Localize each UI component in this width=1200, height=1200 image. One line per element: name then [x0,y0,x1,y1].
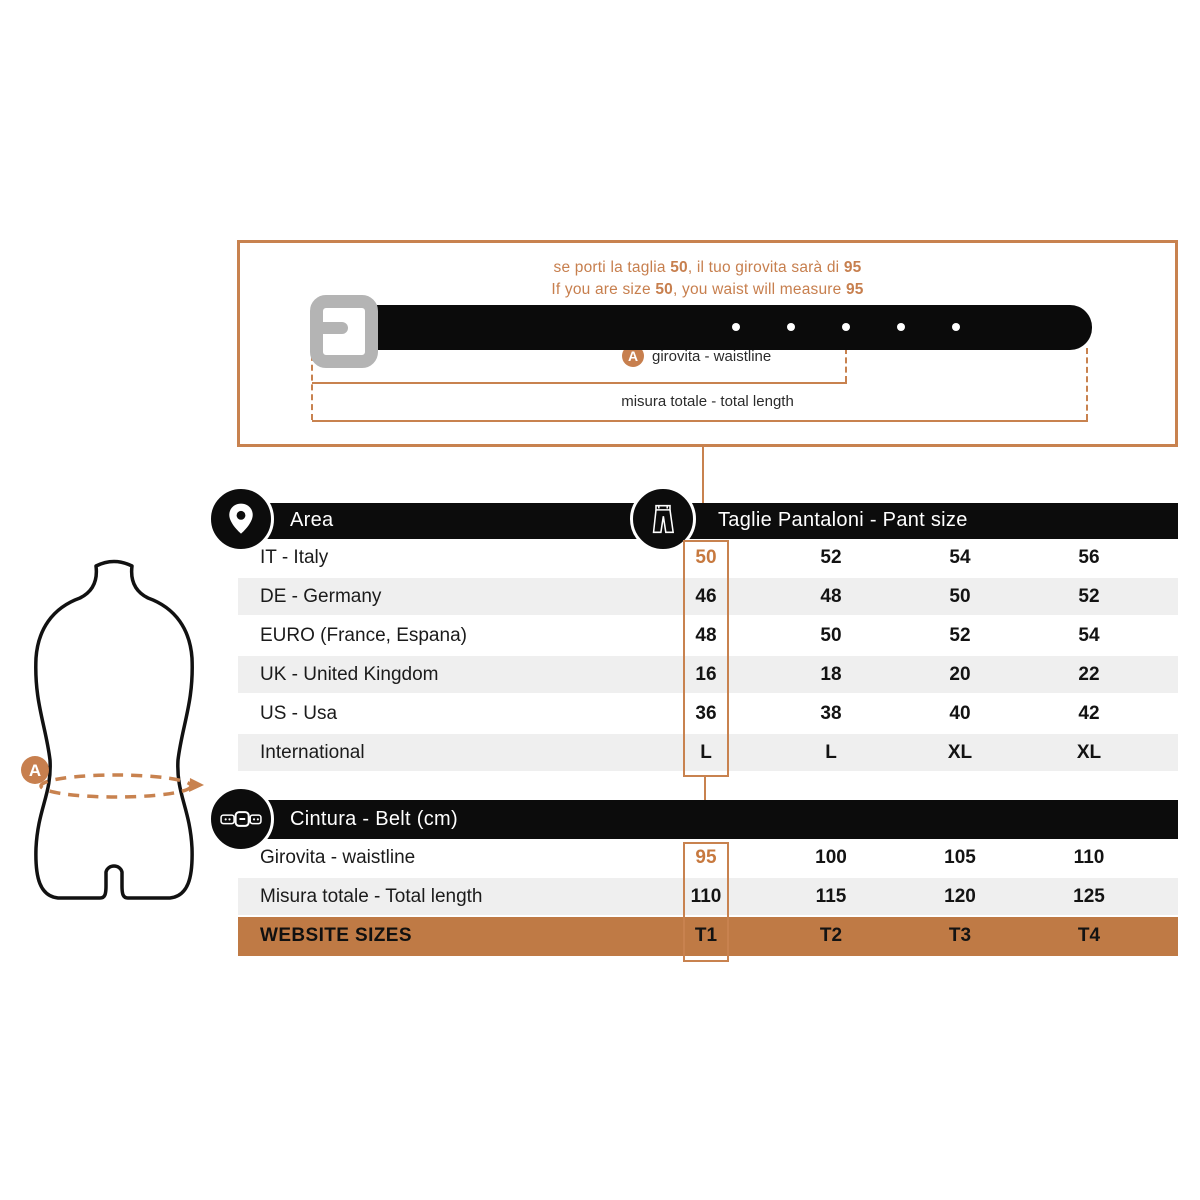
size-cell: 36 [695,703,717,724]
belt-hole [842,323,850,331]
total-length-measure-line [312,420,1088,422]
table-row-total-length: Misura totale - Total length 110 115 120… [238,878,1178,917]
size-cell: 52 [1078,586,1100,607]
size-cell: 48 [820,586,842,607]
location-pin-icon [229,503,253,534]
size-cell: 52 [949,625,971,646]
size-cell: 50 [949,586,971,607]
size-cell: 54 [949,547,971,568]
size-cell: 46 [695,586,717,607]
row-label: EURO (France, Espana) [260,625,467,646]
size-cell: 50 [695,547,717,568]
belt-header-circle [208,786,274,852]
belt-cell: 95 [695,847,717,868]
size-note-english: If you are size 50, you waist will measu… [240,281,1175,299]
belt-hole [897,323,905,331]
table-row-it: IT - Italy 50 52 54 56 [238,539,1178,578]
waistline-label: girovita - waistline [652,347,772,365]
table-row-international: International L L XL XL [238,734,1178,773]
pants-header-circle [630,486,696,552]
size-cell: XL [947,742,973,763]
belt-cell: 120 [944,886,976,907]
belt-cell: 110 [1073,847,1105,868]
website-size-cell: T3 [948,925,972,946]
a-marker-letter: A [29,761,41,780]
size-cell: 38 [820,703,842,724]
size-cell: 22 [1078,664,1100,685]
row-label: Misura totale - Total length [260,886,483,907]
area-header-label: Area [290,509,334,531]
size-cell: XL [1076,742,1102,763]
mannequin-torso-illustration: A [21,559,204,900]
waistline-arrow [189,778,204,792]
size-cell: L [825,742,837,763]
table-row-euro: EURO (France, Espana) 48 50 52 54 [238,617,1178,656]
note-waist-value: 95 [843,259,862,276]
size-cell: 48 [695,625,717,646]
buckle-prong [321,322,348,334]
highlight-connector-top [702,447,704,540]
belt-hole [787,323,795,331]
size-cell: 56 [1078,547,1100,568]
belt-cell: 125 [1073,886,1105,907]
table-row-waistline: Girovita - waistline 95 100 105 110 [238,839,1178,878]
belt-strap-illustration [370,305,1092,350]
row-label: International [260,742,365,763]
a-marker-badge: A [622,345,644,367]
row-label: UK - United Kingdom [260,664,439,685]
website-size-cell: T4 [1077,925,1101,946]
note-text: If you are size [551,281,656,298]
measure-dash-end [1086,348,1088,420]
belt-cell: 100 [815,847,847,868]
row-label: US - Usa [260,703,338,724]
measure-dash-waist [845,348,847,382]
note-text: , you waist will measure [673,281,846,298]
table-row-uk: UK - United Kingdom 16 18 20 22 [238,656,1178,695]
total-length-label: misura totale - total length [621,393,794,410]
belt-icon [220,811,262,827]
size-cell: 42 [1078,703,1100,724]
row-label: WEBSITE SIZES [260,925,412,946]
size-cell: 50 [820,625,842,646]
size-cell: L [700,742,712,763]
belt-table-title: Cintura - Belt (cm) [290,808,458,830]
belt-cell: 110 [690,886,722,907]
website-size-cell: T2 [819,925,843,946]
row-label: DE - Germany [260,586,382,607]
pant-table-header-bar: Area Taglie Pantaloni - Pant size [208,486,1178,552]
row-label: Girovita - waistline [260,847,416,868]
size-cell: 52 [820,547,842,568]
pants-icon [652,504,675,534]
waistline-measure-line [312,382,847,384]
torso-outline [34,559,194,900]
size-cell: 20 [949,664,971,685]
size-cell: 54 [1078,625,1100,646]
belt-table-header-bar: Cintura - Belt (cm) [208,786,1178,852]
note-size-value: 50 [670,259,688,276]
size-cell: 16 [695,664,717,685]
note-waist-value: 95 [845,281,864,298]
size-note-italian: se porti la taglia 50, il tuo girovita s… [240,259,1175,277]
belt-info-box: se porti la taglia 50, il tuo girovita s… [237,240,1178,447]
belt-hole [952,323,960,331]
belt-hole [732,323,740,331]
belt-buckle-illustration [310,295,378,368]
website-size-cell: T1 [694,925,718,946]
area-header-circle [208,486,274,552]
note-size-value: 50 [655,281,673,298]
table-row-website-sizes: WEBSITE SIZES T1 T2 T3 T4 [238,917,1178,956]
belt-cell: 115 [815,886,847,907]
size-cell: 18 [820,664,842,685]
row-label: IT - Italy [260,547,329,568]
note-text: se porti la taglia [553,259,671,276]
belt-cell: 105 [944,847,976,868]
note-text: , il tuo girovita sarà di [687,259,844,276]
waistline-label-group: A girovita - waistline [622,345,771,367]
table-row-de: DE - Germany 46 48 50 52 [238,578,1178,617]
size-cell: 40 [949,703,971,724]
table-row-us: US - Usa 36 38 40 42 [238,695,1178,734]
pant-table-title: Taglie Pantaloni - Pant size [718,509,968,531]
a-marker-badge [21,756,49,784]
